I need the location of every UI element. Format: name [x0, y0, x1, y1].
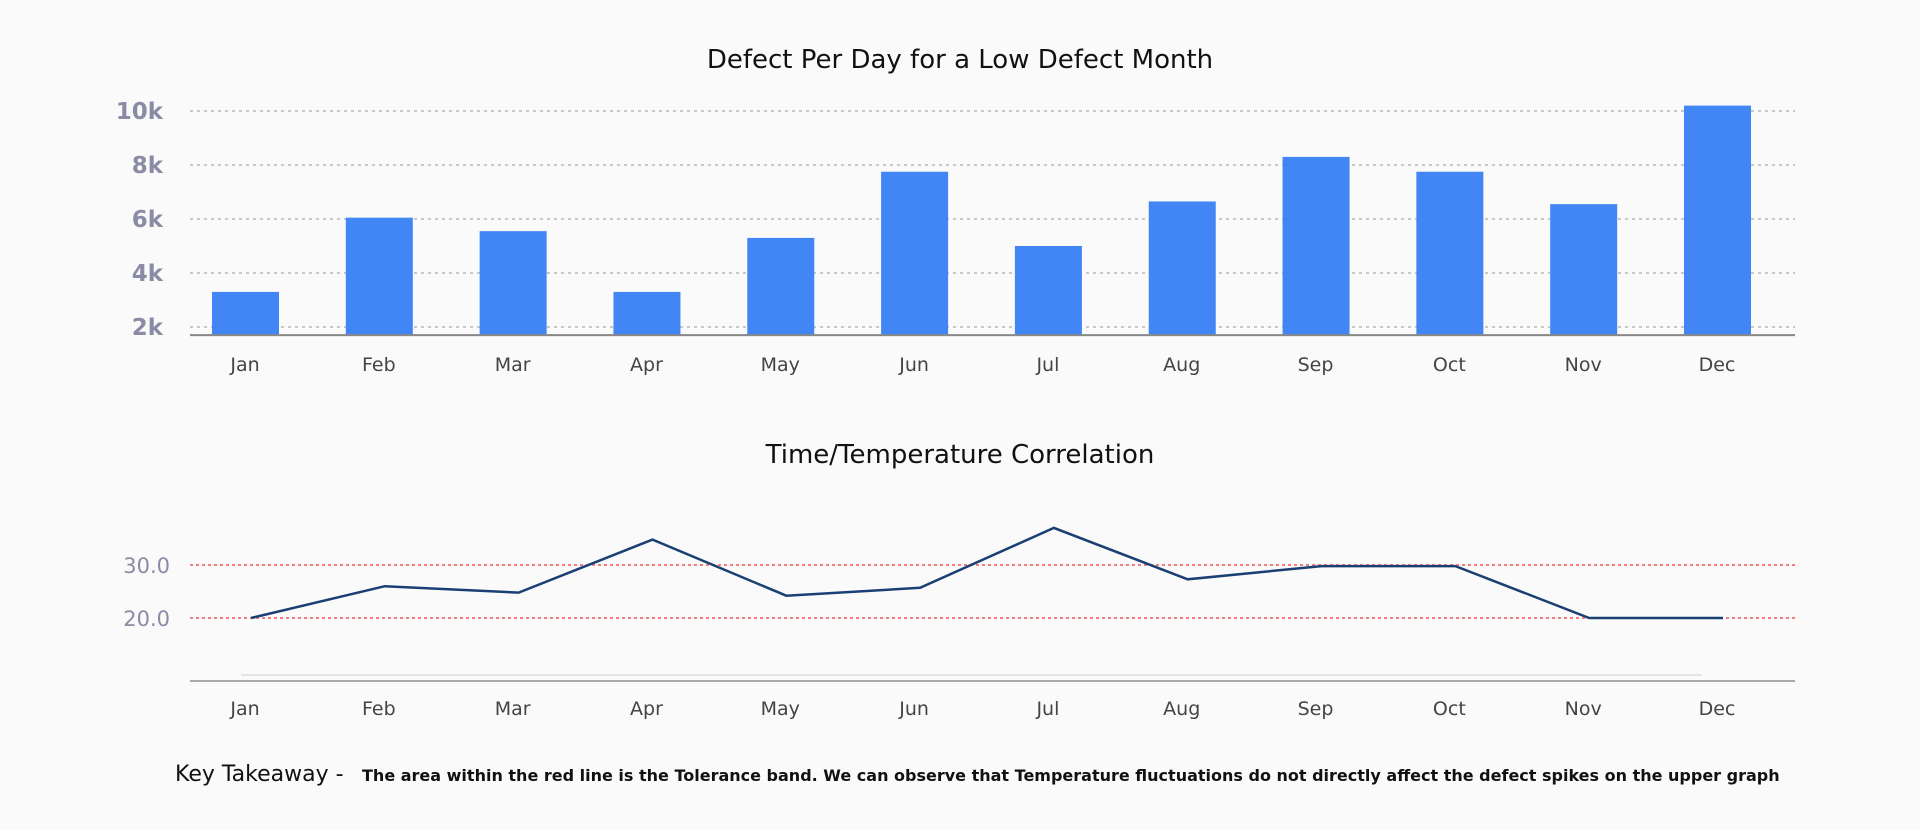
- bar-apr: [613, 291, 681, 336]
- bar-feb: [345, 217, 413, 336]
- x-tick-label: Aug: [1163, 698, 1200, 720]
- x-tick-label: Oct: [1433, 354, 1466, 376]
- line-chart: 20.0 30.0 Jan Feb Mar Apr May Jun Jul Aug Sep Oct No…: [123, 526, 1795, 720]
- x-tick-label: Apr: [630, 354, 663, 376]
- x-tick-label: Jul: [1035, 354, 1059, 376]
- bar-jun: [881, 171, 949, 336]
- x-tick-label: Feb: [362, 698, 396, 720]
- x-tick-label: Sep: [1298, 354, 1334, 376]
- x-tick-label: Mar: [495, 354, 531, 376]
- bar-chart-title: Defect Per Day for a Low Defect Month: [707, 45, 1213, 75]
- y-tick-label: 4k: [132, 261, 164, 287]
- y-tick-label: 20.0: [123, 607, 170, 631]
- x-tick-label: Apr: [630, 698, 663, 720]
- y-tick-label: 30.0: [123, 554, 170, 578]
- x-tick-label: Jul: [1035, 698, 1059, 720]
- y-tick-label: 2k: [132, 315, 164, 341]
- bar-chart: 2k 4k 6k 8k 10k Jan Feb Mar Apr May Jun Jul Aug Sep Oc…: [116, 99, 1795, 376]
- x-tick-label: Jun: [898, 698, 929, 720]
- temperature-line: [250, 526, 1723, 620]
- x-tick-label: May: [761, 354, 800, 376]
- x-tick-label: Dec: [1699, 354, 1736, 376]
- y-tick-label: 8k: [132, 153, 164, 179]
- bar-jan: [212, 291, 279, 336]
- bar-mar: [479, 231, 547, 336]
- x-tick-label: Oct: [1433, 698, 1466, 720]
- bar-nov: [1550, 204, 1618, 336]
- x-tick-label: Nov: [1565, 354, 1602, 376]
- x-tick-label: Dec: [1699, 698, 1736, 720]
- key-takeaway-label: Key Takeaway -: [175, 762, 344, 787]
- bar-oct: [1416, 171, 1484, 336]
- key-takeaway: Key Takeaway - The area within the red l…: [175, 762, 1780, 787]
- x-tick-label: Nov: [1565, 698, 1602, 720]
- x-tick-label: Feb: [362, 354, 396, 376]
- bar-may: [747, 237, 815, 336]
- y-tick-label: 10k: [116, 99, 164, 125]
- x-tick-label: Mar: [495, 698, 531, 720]
- y-tick-label: 6k: [132, 207, 164, 233]
- bar-dec: [1684, 105, 1751, 336]
- key-takeaway-text: The area within the red line is the Tole…: [362, 766, 1780, 785]
- x-tick-label: Aug: [1163, 354, 1200, 376]
- line-chart-title: Time/Temperature Correlation: [765, 440, 1155, 470]
- x-tick-label: Jun: [898, 354, 929, 376]
- x-tick-label: Jan: [229, 698, 259, 720]
- bar-jul: [1014, 246, 1082, 336]
- x-tick-label: Jan: [229, 354, 259, 376]
- x-tick-label: Sep: [1298, 698, 1334, 720]
- bar-sep: [1282, 156, 1350, 336]
- bar-aug: [1148, 201, 1216, 336]
- x-tick-label: May: [761, 698, 800, 720]
